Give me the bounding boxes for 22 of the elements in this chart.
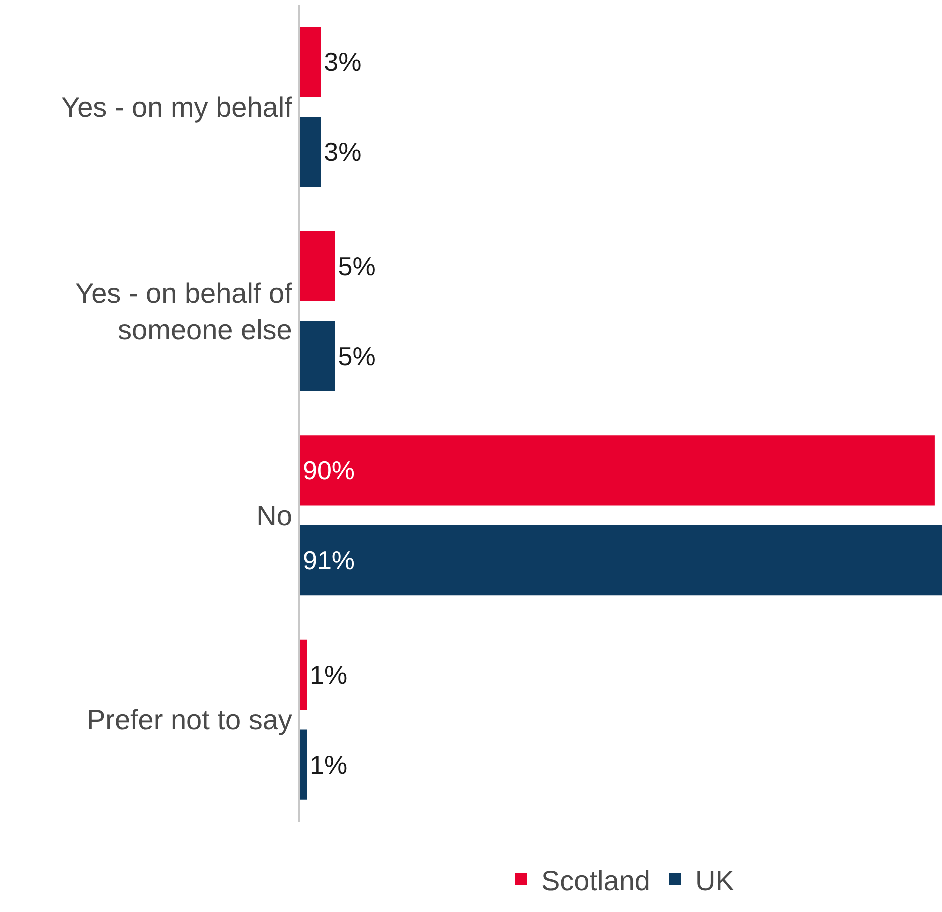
- data-label: 91%: [303, 546, 356, 576]
- data-label: 5%: [338, 341, 376, 372]
- y-tick-label: No: [256, 500, 292, 532]
- data-label: 90%: [303, 456, 356, 486]
- bar: [300, 231, 336, 302]
- bar: [300, 730, 308, 800]
- legend-label: Scotland: [542, 865, 650, 896]
- data-label: 1%: [310, 660, 348, 690]
- data-label: 5%: [338, 251, 376, 282]
- data-label: 1%: [310, 750, 348, 780]
- bar: [300, 321, 336, 392]
- bar: [300, 27, 322, 98]
- legend-label: UK: [695, 865, 735, 896]
- data-label: 3%: [324, 137, 362, 168]
- bar: [300, 117, 322, 188]
- bar: [300, 436, 935, 506]
- bar: [300, 526, 942, 596]
- bar: [300, 640, 308, 710]
- y-tick-label: Yes - on my behalf: [62, 92, 293, 123]
- data-label: 3%: [324, 47, 362, 78]
- y-tick-label: Yes - on behalf of someone else: [75, 278, 293, 346]
- y-tick-label: Prefer not to say: [86, 704, 292, 736]
